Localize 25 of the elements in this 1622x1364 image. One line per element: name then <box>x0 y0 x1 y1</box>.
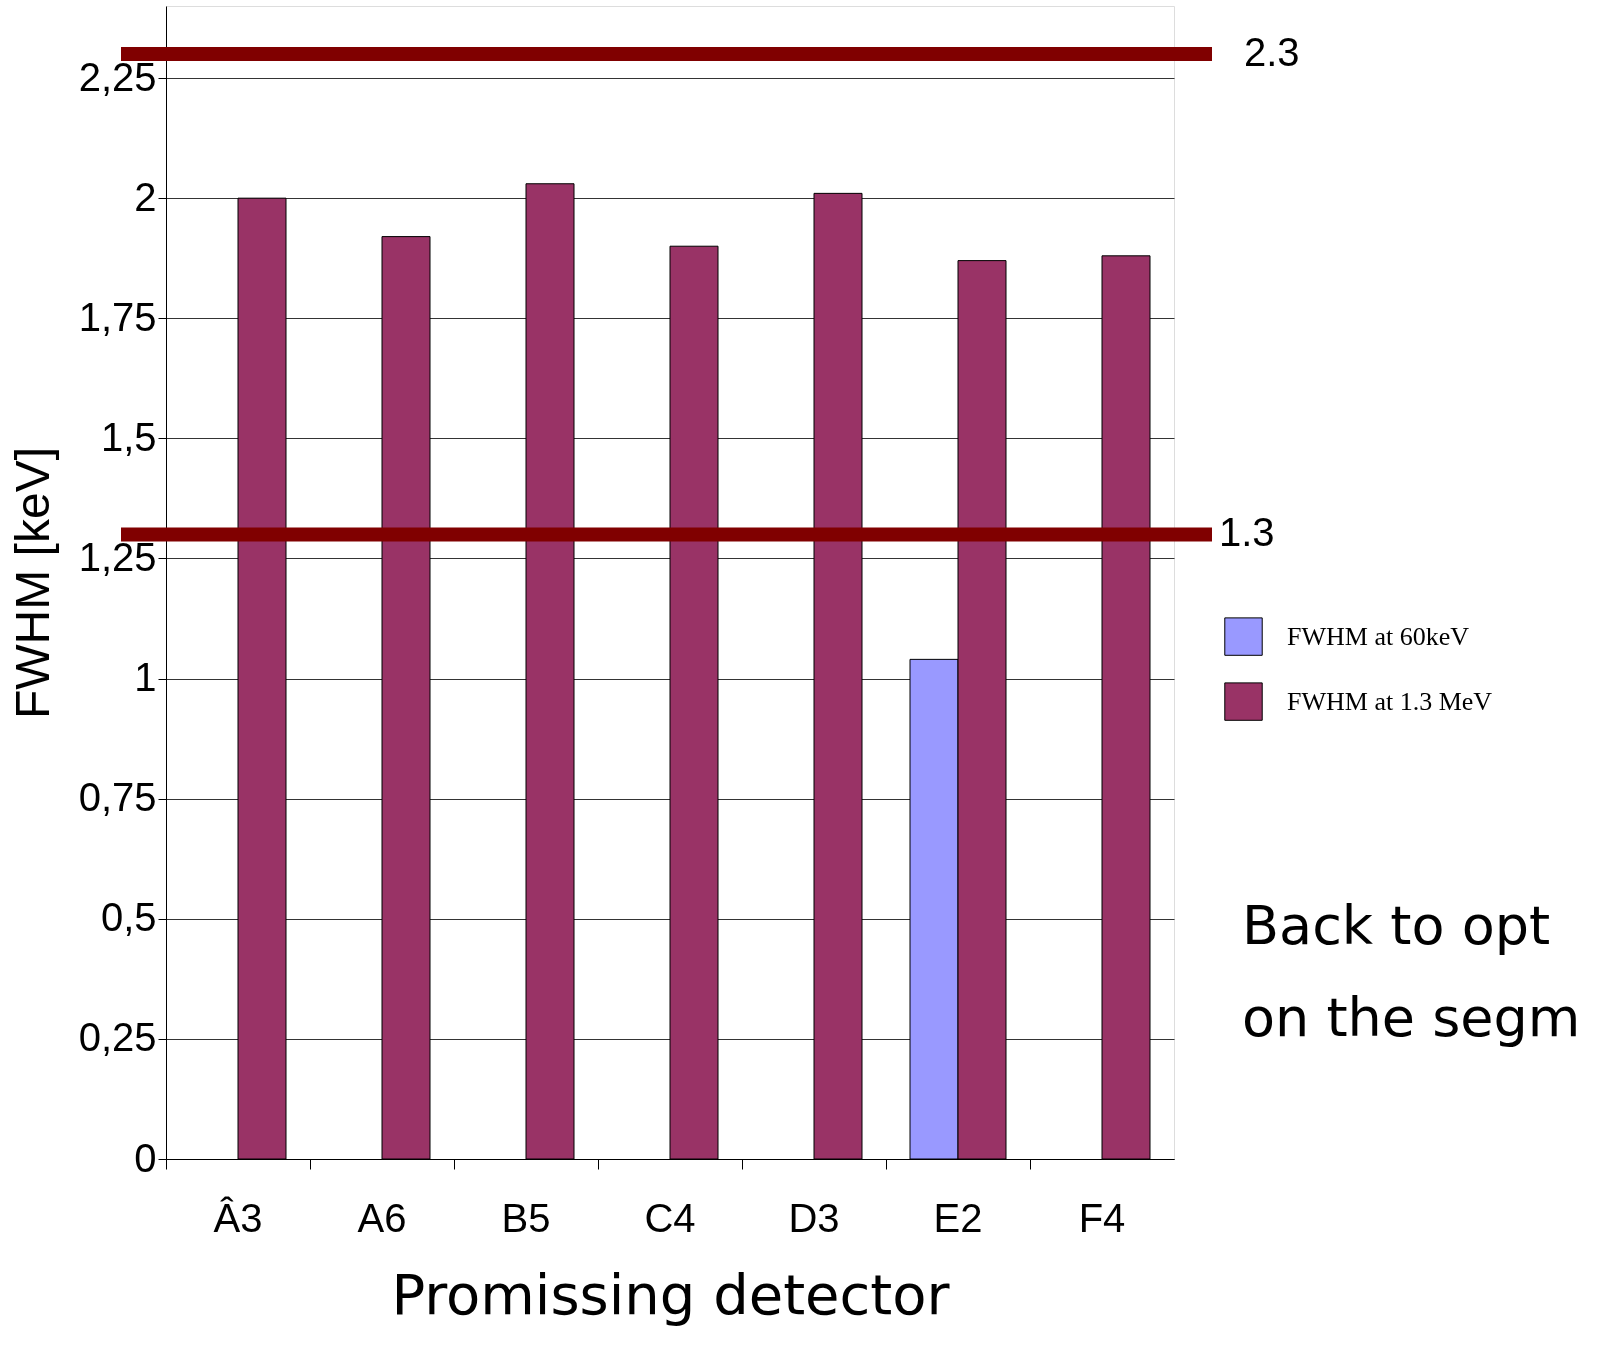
text: on the segm <box>1242 986 1581 1050</box>
x-tick-label: E2 <box>933 1195 983 1240</box>
y-axis-title: FWHM [keV] <box>5 447 59 719</box>
y-tick-label: 2,25 <box>78 54 157 99</box>
y-tick-label: 0 <box>134 1135 157 1180</box>
y-tick-label: 2 <box>134 174 157 219</box>
x-tick-label: Â3 <box>213 1195 263 1240</box>
legend-label: FWHM at 1.3 MeV <box>1287 686 1493 716</box>
y-tick-label: 1,75 <box>78 294 157 339</box>
x-tick-label: A6 <box>357 1195 407 1240</box>
ref-line-label: 2.3 <box>1244 30 1300 75</box>
x-tick-label: D3 <box>788 1195 840 1240</box>
y-tick-label: 0,75 <box>78 775 157 820</box>
y-tick-label: 1,5 <box>100 414 157 459</box>
text: Back to opt <box>1242 894 1551 958</box>
x-tick-label: B5 <box>501 1195 551 1240</box>
y-tick-label: 1,25 <box>78 534 157 579</box>
x-tick-label: F4 <box>1078 1195 1126 1240</box>
x-axis-title: Promissing detector <box>391 1261 951 1327</box>
x-tick-label: C4 <box>644 1195 696 1240</box>
ref-line-label: 1.3 <box>1219 510 1275 555</box>
y-tick-label: 0,5 <box>100 895 157 940</box>
y-tick-label: 0,25 <box>78 1015 157 1060</box>
y-tick-label: 1 <box>134 655 157 700</box>
legend-label: FWHM at 60keV <box>1287 621 1470 651</box>
